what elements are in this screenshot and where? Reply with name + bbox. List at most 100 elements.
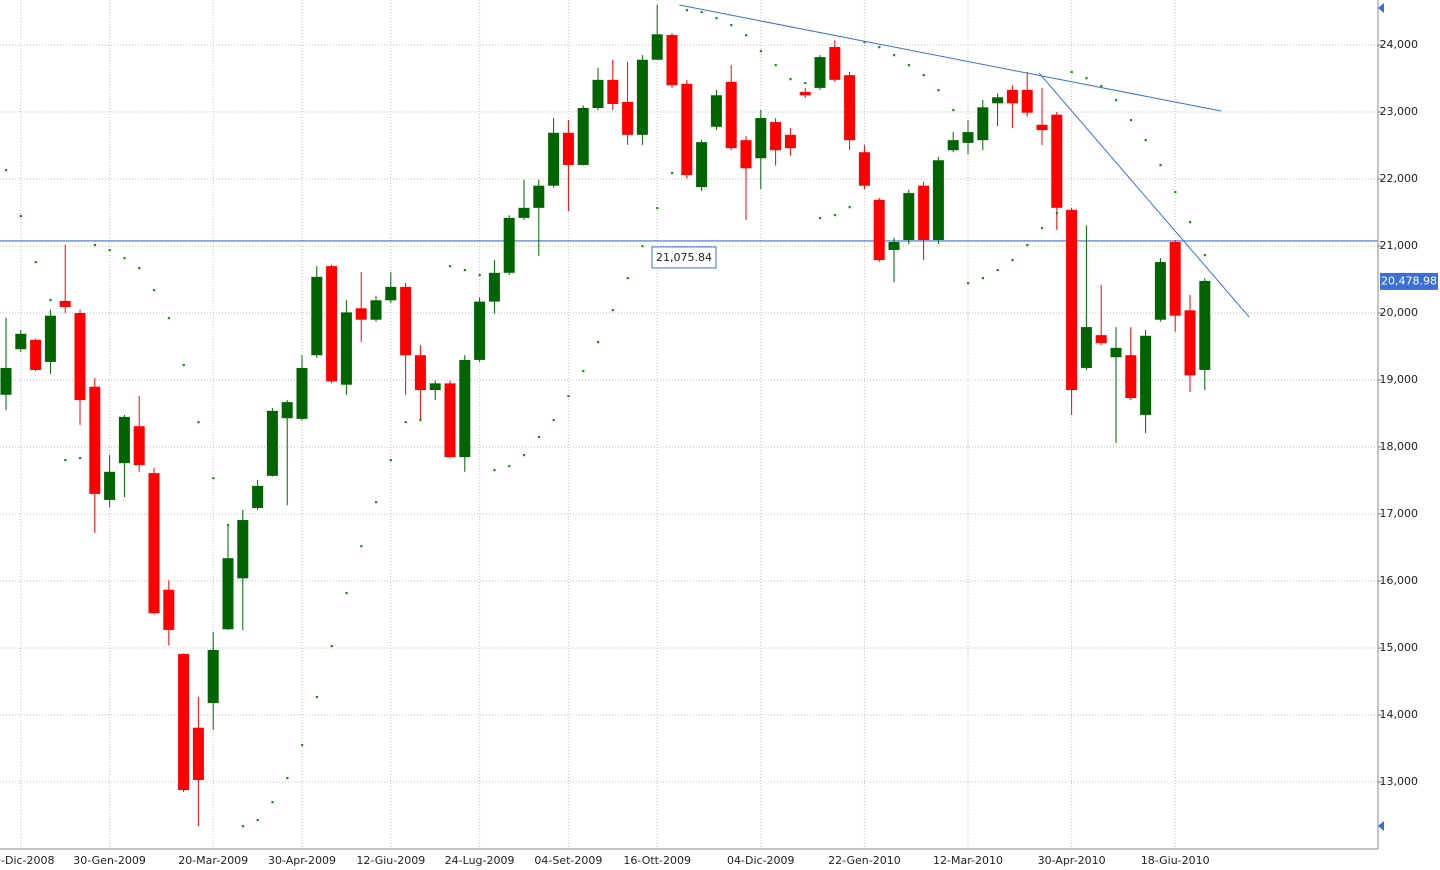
x-tick-label: 30-Apr-2010 bbox=[1038, 854, 1106, 867]
sar-dot bbox=[700, 10, 703, 14]
candle-body bbox=[370, 300, 382, 320]
sar-dot bbox=[937, 89, 940, 92]
candle-body bbox=[74, 313, 86, 401]
candle-body bbox=[192, 727, 204, 780]
candle-body bbox=[977, 107, 989, 141]
candle-body bbox=[459, 359, 471, 458]
sar-dot bbox=[833, 213, 836, 217]
sar-dot bbox=[1085, 77, 1088, 80]
x-tick-label: 20-Mar-2009 bbox=[178, 854, 248, 867]
sar-dot bbox=[508, 465, 511, 468]
candle-body bbox=[474, 301, 486, 360]
candle-body bbox=[89, 386, 101, 494]
candle-body bbox=[266, 410, 278, 476]
candle-body bbox=[1184, 310, 1196, 376]
candle-body bbox=[710, 95, 722, 127]
candle-body bbox=[414, 355, 426, 391]
y-tick-label: 21,000 bbox=[1380, 239, 1419, 252]
sar-dot bbox=[197, 421, 200, 424]
y-tick-label: 14,000 bbox=[1380, 708, 1419, 721]
candle-body bbox=[385, 286, 397, 301]
sar-dot bbox=[552, 419, 555, 422]
sar-dot bbox=[715, 17, 718, 20]
candle-body bbox=[429, 383, 441, 391]
sar-dot bbox=[1011, 259, 1014, 262]
candle-body bbox=[622, 101, 634, 135]
candle-body bbox=[281, 402, 293, 419]
sar-dot bbox=[182, 364, 185, 367]
candle-body bbox=[518, 207, 530, 218]
x-tick-label: 16-Ott-2009 bbox=[623, 854, 691, 867]
scroll-marker bbox=[1378, 3, 1384, 13]
sar-dot bbox=[611, 309, 614, 312]
sar-dot bbox=[848, 206, 851, 209]
x-tick-label: 22-Gen-2010 bbox=[828, 854, 901, 867]
sar-dot bbox=[463, 269, 466, 272]
level-label: 21,075.84 bbox=[656, 251, 712, 264]
candle-body bbox=[548, 132, 560, 186]
candle-body bbox=[1036, 124, 1048, 131]
candle-body bbox=[533, 185, 545, 208]
sar-dot bbox=[789, 77, 792, 81]
candle-body bbox=[1095, 335, 1107, 344]
sar-dot bbox=[967, 282, 970, 285]
sar-dot bbox=[360, 545, 363, 548]
sar-dot bbox=[123, 257, 126, 260]
candle-body bbox=[0, 367, 12, 395]
candle-body bbox=[770, 122, 782, 151]
sar-dot bbox=[1100, 85, 1103, 88]
candle-body bbox=[562, 132, 574, 165]
sar-dot bbox=[996, 269, 999, 272]
sar-dot bbox=[1174, 191, 1177, 194]
candle-body bbox=[755, 118, 767, 159]
candle-body bbox=[1199, 280, 1211, 370]
candle-body bbox=[1125, 355, 1137, 399]
sar-dot bbox=[759, 50, 762, 53]
candle-body bbox=[207, 650, 219, 703]
sar-dot bbox=[671, 171, 674, 175]
candle-body bbox=[607, 79, 619, 104]
candle-body bbox=[444, 383, 456, 458]
y-tick-label: 18,000 bbox=[1380, 440, 1419, 453]
candle-body bbox=[1080, 327, 1092, 368]
sar-dot bbox=[641, 245, 644, 248]
x-tick-label: 24-Lug-2009 bbox=[445, 854, 515, 867]
candle-body bbox=[829, 47, 841, 80]
sar-dot bbox=[922, 74, 925, 77]
sar-dot bbox=[1055, 211, 1058, 215]
x-tick-label: 30-Gen-2009 bbox=[73, 854, 146, 867]
sar-dot bbox=[1159, 164, 1162, 167]
sar-dot bbox=[981, 277, 984, 280]
candle-body bbox=[15, 333, 27, 350]
candle-body bbox=[962, 132, 974, 143]
y-tick-label: 20,000 bbox=[1380, 306, 1419, 319]
candle-body bbox=[1006, 89, 1018, 104]
candle-body bbox=[1021, 89, 1033, 113]
sar-dot bbox=[1203, 253, 1206, 257]
sar-dot bbox=[819, 217, 822, 220]
trend-line bbox=[679, 4, 1222, 112]
candle-body bbox=[237, 520, 249, 579]
candle-body bbox=[59, 300, 71, 307]
sar-dot bbox=[907, 64, 910, 67]
candle-body bbox=[30, 339, 42, 370]
sar-dot bbox=[286, 776, 289, 780]
sar-dot bbox=[863, 41, 866, 44]
x-tick-label: 12-Giu-2009 bbox=[356, 854, 425, 867]
x-tick-label: 12-Mar-2010 bbox=[933, 854, 1003, 867]
sar-dot bbox=[523, 453, 526, 457]
candle-body bbox=[326, 266, 338, 382]
y-tick-label: 23,000 bbox=[1380, 105, 1419, 118]
sar-dot bbox=[404, 421, 407, 424]
last-value-box bbox=[1380, 272, 1438, 290]
y-tick-label: 15,000 bbox=[1380, 641, 1419, 654]
sar-dot bbox=[493, 468, 496, 472]
sar-dot bbox=[774, 64, 777, 67]
candle-body bbox=[784, 134, 796, 149]
sar-dot bbox=[375, 501, 378, 504]
candle-body bbox=[918, 185, 930, 240]
sar-dot bbox=[804, 82, 807, 85]
candle-body bbox=[503, 217, 515, 273]
